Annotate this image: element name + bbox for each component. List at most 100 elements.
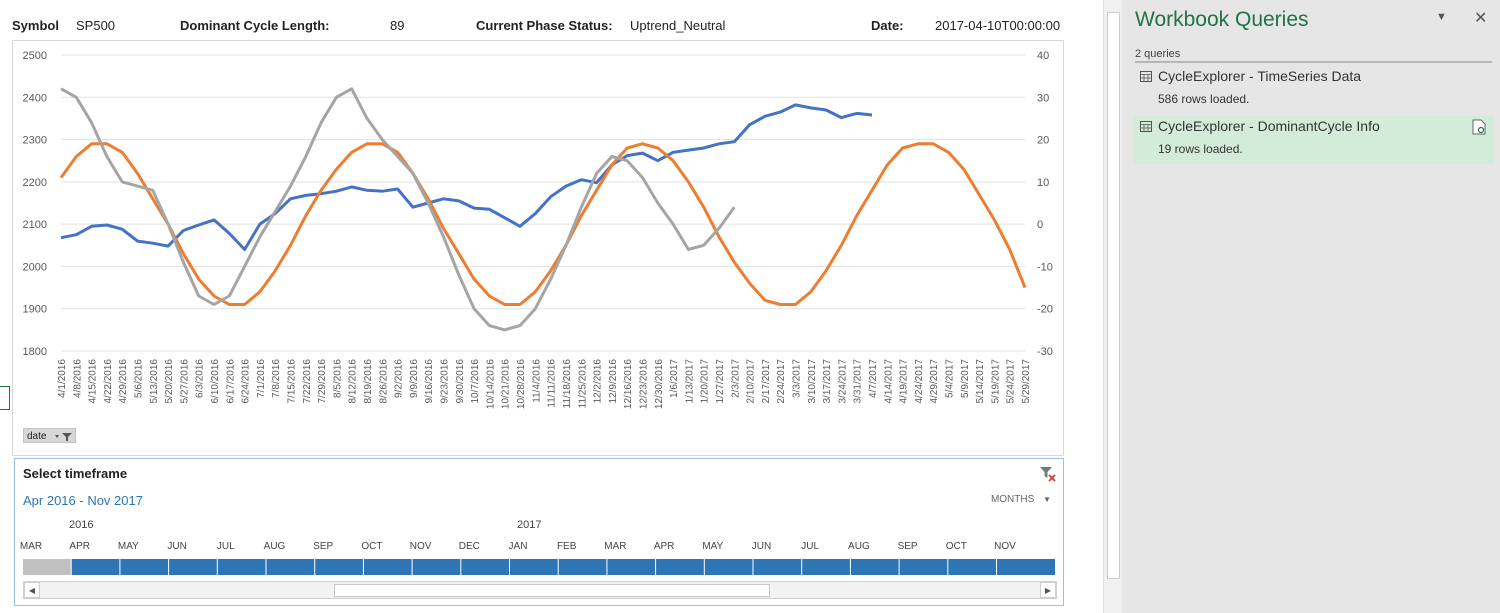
time-level-dropdown[interactable]: MONTHS ▼ xyxy=(991,494,1051,505)
x-tick-label: 10/7/2016 xyxy=(470,359,481,404)
timeline-scrollbar[interactable]: ◀ ▶ xyxy=(23,581,1057,599)
timeline-period-block[interactable] xyxy=(120,559,169,575)
timeline-period-block[interactable] xyxy=(266,559,315,575)
timeline-month-label[interactable]: JUL xyxy=(801,541,820,552)
x-tick-label: 4/15/2016 xyxy=(88,359,99,404)
timeline-period-block[interactable] xyxy=(558,559,607,575)
timeline-period-block[interactable] xyxy=(753,559,802,575)
timeline-period-block[interactable] xyxy=(850,559,899,575)
scrollbar-thumb[interactable] xyxy=(1107,12,1120,579)
phase-status-value: Uptrend_Neutral xyxy=(630,18,726,33)
x-tick-label: 4/14/2017 xyxy=(883,359,894,404)
x-tick-label: 11/11/2016 xyxy=(547,359,558,408)
close-icon[interactable]: ✕ xyxy=(1474,10,1488,27)
workbook-queries-pane: Workbook Queries ▼ ✕ 2 queries CycleExpl… xyxy=(1122,0,1500,613)
timeline-month-label[interactable]: DEC xyxy=(458,541,480,552)
year-label: 2017 xyxy=(517,519,542,531)
time-level-label: MONTHS xyxy=(990,494,1035,505)
timeline-period-block[interactable] xyxy=(607,559,656,575)
symbol-value: SP500 xyxy=(76,18,116,33)
date-field-button[interactable]: date xyxy=(23,428,76,443)
timeline-month-label[interactable]: APR xyxy=(653,541,675,552)
timeline-period-block[interactable] xyxy=(217,559,266,575)
timeline-month-label[interactable]: MAY xyxy=(117,541,139,552)
timeline-month-label[interactable]: SEP xyxy=(313,541,334,552)
timeline-period-block[interactable] xyxy=(363,559,412,575)
timeline-period-block[interactable] xyxy=(656,559,704,575)
timeline-month-label[interactable]: SEP xyxy=(897,541,918,552)
x-tick-label: 4/22/2016 xyxy=(103,359,114,404)
x-tick-label: 5/27/2016 xyxy=(179,359,190,404)
timeline-period-block[interactable] xyxy=(23,559,71,575)
query-name[interactable]: CycleExplorer - TimeSeries Data xyxy=(1158,68,1362,84)
timeline-period-block[interactable] xyxy=(948,559,996,575)
timeline-period-block[interactable] xyxy=(802,559,850,575)
timeline-month-label[interactable]: APR xyxy=(69,541,90,552)
timeline-slicer[interactable]: Select timeframe Apr 2016 - Nov 2017 MON… xyxy=(14,458,1064,606)
timeline-month-label[interactable]: AUG xyxy=(263,541,286,552)
x-tick-label: 5/29/2017 xyxy=(1021,359,1032,404)
timeline-month-label[interactable]: OCT xyxy=(945,541,967,552)
x-tick-label: 11/18/2016 xyxy=(562,359,573,409)
timeline-month-label[interactable]: JUN xyxy=(167,541,187,552)
x-tick-label: 7/22/2016 xyxy=(302,359,313,404)
query-name[interactable]: CycleExplorer - DominantCycle Info xyxy=(1158,118,1380,134)
timeline-period-block[interactable] xyxy=(461,559,509,575)
timeline-period-block[interactable] xyxy=(169,559,217,575)
cycle-length-label: Dominant Cycle Length: xyxy=(180,18,330,33)
x-tick-label: 2/10/2017 xyxy=(746,359,757,404)
timeline-month-label[interactable]: JUN xyxy=(751,541,772,552)
x-tick-label: 8/12/2016 xyxy=(348,359,359,404)
query-item-timeseries[interactable]: CycleExplorer - TimeSeries Data 586 rows… xyxy=(1134,66,1494,114)
cycle-chart[interactable]: 2500 2400 2300 2200 2100 2000 1900 1800 40 30 20 1… xyxy=(12,40,1064,456)
timeline-track[interactable] xyxy=(23,559,1055,575)
timeline-month-label[interactable]: MAR xyxy=(604,541,627,552)
edit-query-icon[interactable] xyxy=(1472,119,1486,135)
x-tick-label: 6/17/2016 xyxy=(225,359,236,404)
timeline-month-label[interactable]: NOV xyxy=(409,541,432,552)
timeline-period-block[interactable] xyxy=(997,559,1055,575)
table-icon xyxy=(1140,121,1152,132)
x-tick-label: 4/29/2017 xyxy=(929,359,940,404)
timeline-period-block[interactable] xyxy=(315,559,363,575)
cycle-length-value: 89 xyxy=(390,18,405,33)
timeline-month-label[interactable]: OCT xyxy=(361,541,383,552)
x-tick-label: 4/19/2017 xyxy=(899,359,910,404)
timeline-month-label[interactable]: JAN xyxy=(508,541,528,552)
x-tick-label: 3/24/2017 xyxy=(837,359,848,404)
timeline-period-block[interactable] xyxy=(510,559,558,575)
pane-options-icon[interactable]: ▼ xyxy=(1436,11,1447,23)
timeline-scroll-thumb[interactable] xyxy=(334,584,770,597)
scroll-left-icon[interactable]: ◀ xyxy=(24,582,40,598)
query-item-dominantcycle[interactable]: CycleExplorer - DominantCycle Info 19 ro… xyxy=(1134,116,1494,164)
timeline-period-block[interactable] xyxy=(704,559,753,575)
x-tick-label: 2/24/2017 xyxy=(776,359,787,404)
x-tick-label: 5/4/2017 xyxy=(944,359,955,398)
x-tick-label: 4/24/2017 xyxy=(914,359,925,404)
scroll-right-icon[interactable]: ▶ xyxy=(1040,582,1056,598)
timeline-month-label[interactable]: FEB xyxy=(556,541,577,552)
filter-icon xyxy=(55,433,72,441)
x-tick-label: 12/23/2016 xyxy=(638,359,649,409)
timeline-period-block[interactable] xyxy=(71,559,120,575)
series-line-detrended-price xyxy=(60,87,736,332)
timeline-month-label[interactable]: NOV xyxy=(994,541,1016,552)
y-right-tick-label: 20 xyxy=(1037,135,1049,147)
timeline-month-label[interactable]: MAR xyxy=(19,541,43,552)
clear-filter-icon[interactable] xyxy=(1039,465,1057,483)
timeline-month-label[interactable]: MAY xyxy=(702,541,724,552)
timeline-month-label[interactable]: JUL xyxy=(216,541,235,552)
chart-canvas: 2500 2400 2300 2200 2100 2000 1900 1800 40 30 20 1… xyxy=(23,50,1053,409)
timeline-period-block[interactable] xyxy=(412,559,461,575)
sheet-vertical-scrollbar[interactable] xyxy=(1103,0,1122,613)
x-tick-label: 4/1/2016 xyxy=(57,359,68,398)
timeline-period-block[interactable] xyxy=(899,559,948,575)
x-tick-label: 10/28/2016 xyxy=(516,359,527,409)
y-right-tick-label: 30 xyxy=(1037,92,1049,104)
y-left-tick-label: 2100 xyxy=(23,219,47,231)
selected-cell-fragment[interactable] xyxy=(0,386,10,410)
x-tick-label: 3/17/2017 xyxy=(822,359,833,404)
y-right-tick-label: -10 xyxy=(1037,261,1053,273)
timeline-month-label[interactable]: AUG xyxy=(848,541,870,552)
y-left-tick-label: 2500 xyxy=(23,50,47,62)
